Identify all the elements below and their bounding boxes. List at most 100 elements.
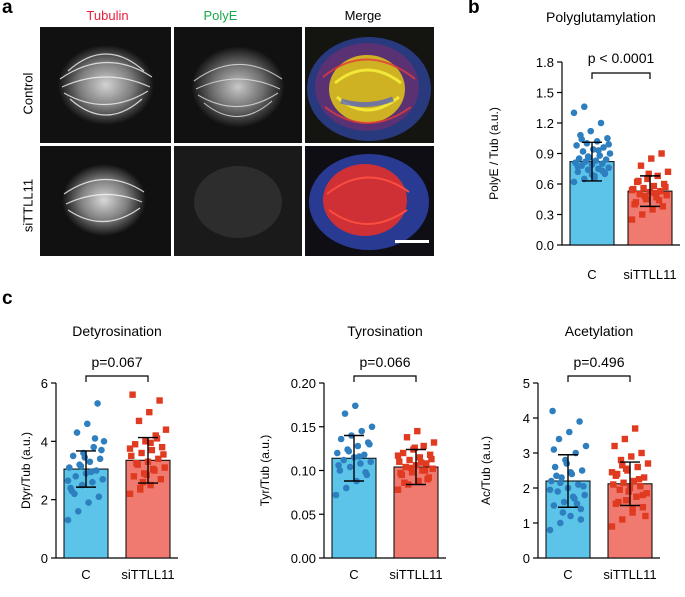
data-point-sittll11 bbox=[631, 201, 638, 208]
data-point-sittll11 bbox=[408, 469, 416, 476]
data-point-sittll11 bbox=[643, 490, 650, 497]
chart-tyrosination: Tyrosination 0.00 0.05 0.10 0.15 0.20 Tyr/Tub … bbox=[258, 323, 446, 582]
data-point-control bbox=[581, 491, 589, 499]
spindle-image bbox=[307, 37, 431, 141]
data-point-sittll11 bbox=[407, 464, 415, 472]
data-point-control bbox=[569, 493, 577, 501]
y-tick-label: 1.5 bbox=[536, 86, 554, 101]
x-tick-label: C bbox=[587, 267, 596, 282]
data-point-control bbox=[94, 400, 101, 407]
data-point-sittll11 bbox=[629, 505, 636, 513]
data-point-sittll11 bbox=[147, 439, 154, 446]
data-point-control bbox=[85, 499, 92, 506]
chart-acetylation: Acetylation 0 1 2 3 4 5 Ac/Tub (a.u.) p=0.496 C si… bbox=[479, 323, 660, 582]
data-point-control bbox=[72, 473, 80, 480]
data-point-control bbox=[345, 447, 353, 455]
data-point-sittll11 bbox=[612, 472, 620, 479]
spindle-image bbox=[309, 154, 429, 250]
data-point-control bbox=[584, 153, 592, 160]
data-point-sittll11 bbox=[429, 465, 436, 472]
data-point-sittll11 bbox=[137, 486, 144, 493]
y-tick-label: 1 bbox=[523, 516, 530, 531]
data-point-sittll11 bbox=[664, 168, 672, 175]
y-tick-label: 0 bbox=[523, 551, 530, 566]
data-point-sittll11 bbox=[394, 452, 402, 459]
data-point-sittll11 bbox=[615, 498, 622, 506]
data-point-control bbox=[86, 458, 94, 466]
data-point-control bbox=[580, 103, 588, 111]
y-tick-label: 0.0 bbox=[536, 238, 554, 253]
data-point-sittll11 bbox=[394, 486, 402, 493]
data-point-sittll11 bbox=[630, 477, 638, 485]
data-point-control bbox=[549, 407, 556, 415]
data-point-sittll11 bbox=[621, 435, 629, 443]
x-tick-label: siTTLL11 bbox=[603, 567, 656, 582]
data-point-control bbox=[560, 498, 568, 506]
data-point-sittll11 bbox=[416, 454, 424, 461]
significance-bracket bbox=[353, 375, 417, 382]
y-tick-label: 0.05 bbox=[291, 507, 316, 522]
data-point-sittll11 bbox=[633, 493, 640, 500]
data-point-control bbox=[92, 467, 100, 474]
data-point-sittll11 bbox=[635, 476, 643, 483]
spindle-image bbox=[58, 45, 154, 125]
data-point-control bbox=[600, 144, 607, 151]
data-point-control bbox=[577, 505, 585, 513]
data-point-control bbox=[570, 109, 578, 117]
data-point-control bbox=[587, 127, 595, 135]
data-point-control bbox=[337, 435, 345, 443]
data-point-sittll11 bbox=[406, 456, 413, 464]
data-point-sittll11 bbox=[640, 184, 647, 192]
data-point-control bbox=[584, 166, 592, 174]
data-point-sittll11 bbox=[628, 216, 636, 223]
spindle-image bbox=[192, 47, 284, 127]
data-point-sittll11 bbox=[650, 182, 658, 190]
y-tick-label: 0.6 bbox=[536, 177, 554, 192]
data-point-control bbox=[332, 491, 340, 499]
chart-title: Detyrosination bbox=[72, 323, 162, 339]
data-point-sittll11 bbox=[143, 471, 150, 479]
data-point-sittll11 bbox=[663, 191, 670, 199]
data-point-sittll11 bbox=[644, 460, 652, 467]
data-point-control bbox=[546, 486, 554, 494]
data-point-sittll11 bbox=[135, 417, 143, 425]
data-point-control bbox=[559, 509, 567, 516]
data-point-sittll11 bbox=[415, 477, 422, 485]
data-point-control bbox=[67, 484, 74, 492]
row-label-control: Control bbox=[20, 72, 36, 115]
panel-label-a: a bbox=[2, 0, 13, 18]
data-point-sittll11 bbox=[148, 446, 156, 454]
data-point-control bbox=[90, 443, 98, 451]
y-tick-label: 1.8 bbox=[536, 55, 554, 70]
data-point-control bbox=[96, 455, 104, 463]
data-point-control bbox=[95, 493, 103, 501]
chart-title: Acetylation bbox=[565, 323, 633, 339]
data-point-sittll11 bbox=[639, 491, 647, 499]
data-point-control bbox=[592, 157, 600, 164]
data-point-sittll11 bbox=[629, 509, 636, 516]
data-point-sittll11 bbox=[155, 455, 162, 463]
data-point-sittll11 bbox=[414, 427, 421, 435]
channel-label-polye: PolyE bbox=[203, 8, 238, 23]
data-point-control bbox=[333, 449, 341, 457]
data-point-sittll11 bbox=[645, 170, 652, 178]
y-tick-label: 0 bbox=[41, 551, 48, 566]
chart-title: Polyglutamylation bbox=[546, 9, 656, 25]
data-point-control bbox=[604, 134, 611, 142]
micrograph-control-merge bbox=[305, 27, 434, 143]
data-point-control bbox=[553, 472, 560, 480]
data-point-sittll11 bbox=[397, 469, 404, 477]
data-point-control bbox=[555, 435, 563, 443]
data-point-sittll11 bbox=[608, 523, 616, 530]
chart-title: Tyrosination bbox=[347, 323, 422, 339]
data-point-sittll11 bbox=[635, 177, 642, 185]
data-point-sittll11 bbox=[628, 453, 635, 460]
data-point-sittll11 bbox=[138, 449, 145, 457]
chart-detyrosination: Detyrosination 0 2 4 6 Dtyr/Tub (a.u.) p=0.067… bbox=[19, 323, 178, 582]
data-point-control bbox=[64, 477, 72, 485]
data-point-sittll11 bbox=[396, 458, 403, 465]
data-point-control bbox=[567, 512, 574, 520]
data-point-control bbox=[355, 453, 363, 460]
data-point-control bbox=[598, 167, 606, 175]
